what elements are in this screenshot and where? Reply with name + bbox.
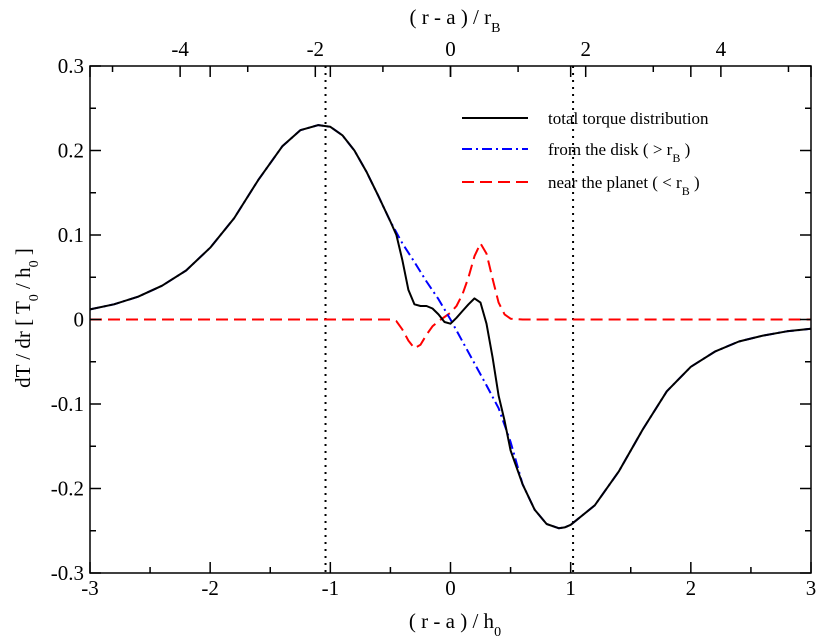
x-tick-label: -1 — [322, 576, 340, 600]
y-axis-title-part-3: ] — [11, 248, 35, 260]
x-tick-label: 0 — [445, 576, 456, 600]
legend-label-disk: from the disk ( > rB ) — [548, 140, 690, 165]
series-from-disk-line — [89, 124, 812, 530]
legend-label-total: total torque distribution — [548, 109, 709, 128]
x-axis-title-sub: 0 — [494, 625, 501, 638]
legend-label-disk-main: from the disk ( > r — [548, 140, 673, 159]
legend-label-planet-tail: ) — [690, 173, 700, 192]
legend-label-planet-sub: B — [682, 184, 690, 198]
x-tick-label: 2 — [686, 576, 697, 600]
y-tick-label: 0.2 — [58, 139, 84, 163]
legend-label-disk-sub: B — [672, 151, 680, 165]
series-near-planet-line — [90, 242, 811, 350]
x-tick-label: 3 — [806, 576, 817, 600]
legend-label-disk-tail: ) — [680, 140, 690, 159]
top-axis-title: ( r - a ) / rB — [410, 5, 501, 36]
y-tick-label: -0.2 — [51, 477, 84, 501]
y-tick-label: 0.1 — [58, 223, 84, 247]
y-tick-label: -0.3 — [51, 561, 84, 585]
top-tick-label: -4 — [171, 37, 189, 61]
x-axis-title-main: ( r - a ) / h — [409, 609, 495, 633]
y-axis-title: dT / dr [ T0 / h0 ] — [11, 248, 42, 388]
y-axis-title-part-1: dT / dr [ T — [11, 301, 35, 388]
axis-tick-labels: -3 -2 -1 0 1 2 3 -0.3 -0.2 -0.1 0 0.1 0.2 0.3 -4 -2 0 2 4 — [51, 37, 817, 600]
y-axis-title-sub-1: 0 — [27, 294, 42, 301]
y-axis-title-part-2: / h — [11, 267, 35, 294]
legend: total torque distribution from the disk … — [462, 109, 709, 198]
y-tick-label: 0.3 — [58, 54, 84, 78]
x-axis-title: ( r - a ) / h0 — [409, 609, 501, 638]
legend-label-planet-main: near the planet ( < r — [548, 173, 682, 192]
top-tick-label: 2 — [580, 37, 591, 61]
top-tick-label: 0 — [445, 37, 456, 61]
axis-ticks — [89, 65, 812, 574]
x-tick-label: -3 — [81, 576, 99, 600]
series-total-torque-line — [89, 124, 812, 530]
top-axis-title-sub: B — [491, 21, 500, 36]
x-tick-label: -2 — [201, 576, 219, 600]
top-tick-label: 4 — [716, 37, 727, 61]
y-tick-label: 0 — [74, 308, 85, 332]
top-tick-label: -2 — [307, 37, 325, 61]
top-axis-title-main: ( r - a ) / r — [410, 5, 492, 29]
data-series — [89, 124, 812, 530]
legend-label-planet: near the planet ( < rB ) — [548, 173, 700, 198]
x-tick-label: 1 — [565, 576, 576, 600]
y-tick-label: -0.1 — [51, 392, 84, 416]
y-axis-title-sub-2: 0 — [27, 260, 42, 267]
